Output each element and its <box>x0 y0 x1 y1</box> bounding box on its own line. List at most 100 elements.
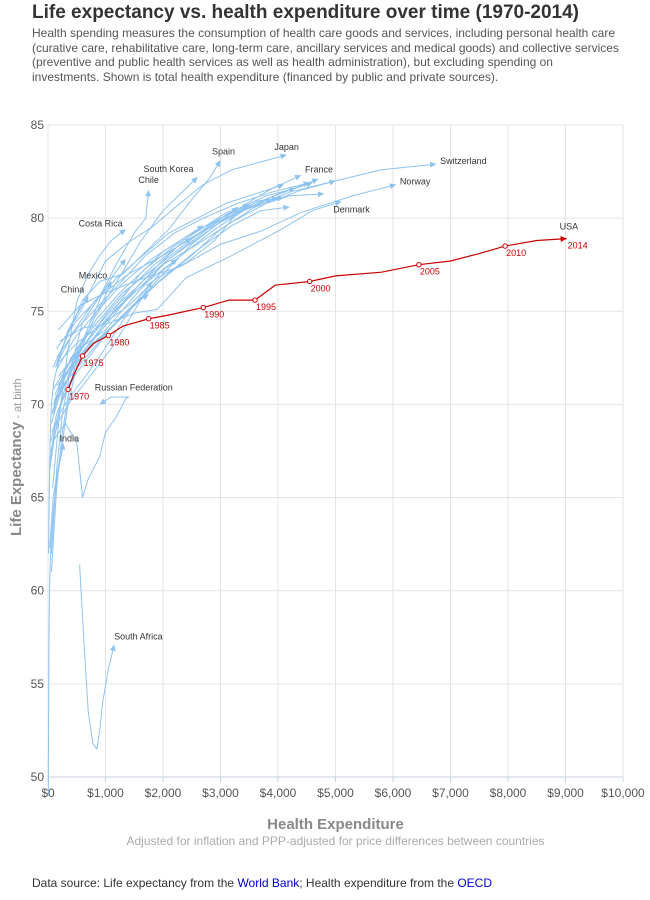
y-tick-label: 75 <box>31 304 45 318</box>
world-bank-link[interactable]: World Bank <box>237 876 300 890</box>
country-label: Japan <box>274 142 299 152</box>
series-arrow <box>119 229 126 236</box>
oecd-link[interactable]: OECD <box>457 876 493 890</box>
chart-subtitle: Health spending measures the consumption… <box>32 26 619 84</box>
series-line <box>51 258 178 433</box>
series-arrow <box>109 644 116 652</box>
usa-arrow <box>560 236 567 243</box>
series-arrow <box>283 204 290 211</box>
series-arrow <box>82 296 89 304</box>
series-line <box>48 296 89 554</box>
country-label: Russian Federation <box>95 382 173 392</box>
x-tick-label: $1,000 <box>87 786 124 800</box>
x-tick-label: $6,000 <box>375 786 412 800</box>
series-arrow <box>145 281 152 289</box>
y-tick-label: 80 <box>31 211 45 225</box>
series-arrow <box>277 195 284 202</box>
country-label: France <box>305 164 333 174</box>
usa-year-marker <box>79 353 86 359</box>
series-arrow <box>277 183 284 190</box>
usa-year-label: 1990 <box>204 310 224 320</box>
series-line <box>50 190 150 554</box>
series-line <box>52 199 273 390</box>
series-arrow <box>265 198 273 205</box>
country-label: South Africa <box>114 632 163 642</box>
y-tick-label: 70 <box>31 397 45 411</box>
country-label: India <box>60 434 80 444</box>
usa-year-label: 1995 <box>256 302 276 312</box>
y-tick-label: 85 <box>31 118 45 132</box>
usa-year-label: 2005 <box>420 267 440 277</box>
series-arrow <box>317 191 324 198</box>
y-tick-label: 65 <box>31 491 45 505</box>
y-tick-label: 60 <box>31 584 45 598</box>
usa-year-marker <box>145 316 152 322</box>
y-tick-label: 50 <box>31 770 45 784</box>
series-line <box>49 176 198 548</box>
series-lines <box>47 153 437 796</box>
series-arrow <box>191 177 198 184</box>
series-arrow <box>294 175 301 181</box>
y-axis-title: Life Expectancy <box>8 421 25 536</box>
x-tick-label: $7,000 <box>432 786 469 800</box>
series-arrow <box>328 179 336 186</box>
usa-year-marker <box>416 262 422 268</box>
usa-year-label: 1985 <box>150 321 170 331</box>
series-arrow <box>429 161 437 168</box>
usa-series: 1970 1975 1980 1985 1990 1995 2000 2005 2010 2014 <box>65 236 588 402</box>
source-middle: ; Health expenditure from the <box>299 876 458 890</box>
usa-year-marker <box>105 332 112 339</box>
series-line <box>56 182 310 359</box>
x-tick-label: $8,000 <box>490 786 527 800</box>
usa-year-marker <box>65 386 71 393</box>
series-line <box>50 225 204 442</box>
series-line <box>52 396 131 498</box>
x-tick-label: $3,000 <box>202 786 239 800</box>
usa-year-label: 1970 <box>69 392 89 402</box>
series-line <box>57 184 397 331</box>
series-line <box>50 281 152 452</box>
series-arrow <box>334 200 342 207</box>
usa-year-label: 1975 <box>84 358 104 368</box>
country-label: Denmark <box>333 204 370 214</box>
x-tick-label: $10,000 <box>601 786 645 800</box>
usa-year-label: 2000 <box>311 283 331 293</box>
series-arrow <box>59 443 66 451</box>
series-arrow <box>311 178 319 184</box>
series-line <box>52 197 279 405</box>
usa-line <box>67 238 567 390</box>
usa-year-label: 2010 <box>506 248 526 258</box>
country-label: Costa Rica <box>79 218 123 228</box>
usa-year-marker <box>252 297 258 303</box>
usa-year-label: 1980 <box>109 338 129 348</box>
series-arrow <box>271 196 278 203</box>
x-tick-label: $2,000 <box>145 786 182 800</box>
country-label: Norway <box>400 177 431 187</box>
data-source: Data source: Life expectancy from the Wo… <box>32 876 492 890</box>
country-label: Switzerland <box>440 156 487 166</box>
y-axis-subtitle: - at birth <box>12 378 24 422</box>
series-arrow <box>214 160 221 168</box>
country-label: Spain <box>212 146 235 156</box>
series-arrow <box>280 153 287 160</box>
usa-year-label: 2014 <box>568 241 588 251</box>
chart-title: Life expectancy vs. health expenditure o… <box>32 2 580 23</box>
usa-year-marker <box>306 278 313 285</box>
country-label: Mexico <box>79 270 108 280</box>
series-line <box>79 564 115 751</box>
series-arrow <box>145 190 151 197</box>
y-tick-label: 55 <box>31 677 45 691</box>
usa-year-marker <box>200 304 206 311</box>
grid-lines <box>47 124 624 778</box>
x-tick-label: $4,000 <box>260 786 297 800</box>
source-prefix: Data source: Life expectancy from the <box>32 876 238 890</box>
country-label: South Korea <box>143 164 193 174</box>
series-arrow <box>303 181 310 188</box>
series-arrow <box>196 225 204 232</box>
y-axis-label: Life Expectancy - at birth <box>8 378 28 540</box>
series-arrow <box>170 259 178 266</box>
series-arrow <box>119 259 126 266</box>
series-arrow <box>389 183 396 190</box>
